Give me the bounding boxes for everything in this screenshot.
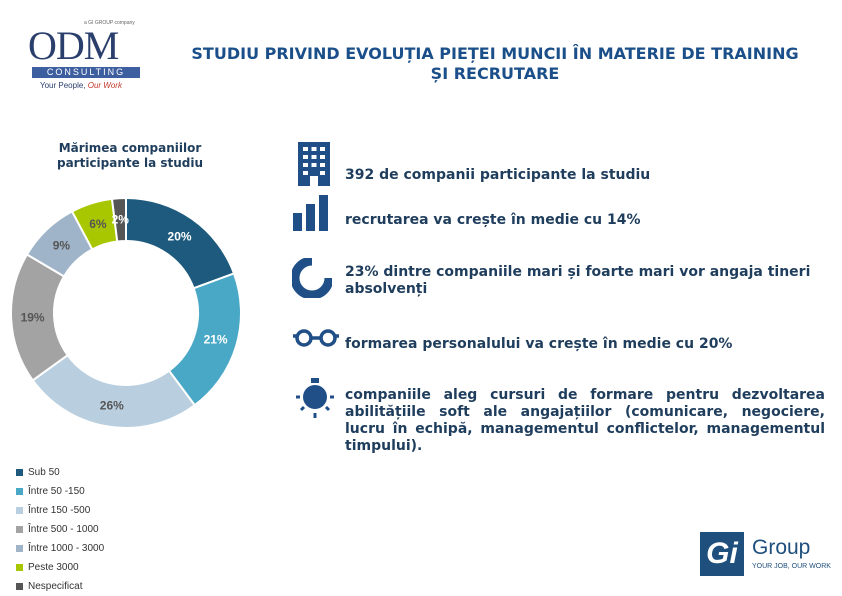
donut-slice xyxy=(110,196,127,243)
fact-text: 23% dintre companiile mari și foarte mar… xyxy=(345,264,811,297)
legend-label: Peste 3000 xyxy=(28,562,79,573)
building-icon xyxy=(296,142,332,188)
donut-slice xyxy=(31,353,197,429)
legend-label: Între 50 -150 xyxy=(28,486,85,497)
slice-data-label: 26% xyxy=(100,398,124,412)
gi-logo-name: Group xyxy=(752,536,811,559)
legend-item: Sub 50 xyxy=(16,463,216,482)
slice-data-label: 9% xyxy=(53,238,71,252)
glasses-icon xyxy=(293,328,339,348)
legend-item: Între 50 -150 xyxy=(16,482,216,501)
fact-text: formarea personalului va crește în medie… xyxy=(345,336,733,352)
fact-text: 392 de companii participante la studiu xyxy=(345,167,651,183)
legend-swatch xyxy=(16,564,23,571)
legend-swatch xyxy=(16,583,23,590)
legend-swatch xyxy=(16,469,23,476)
legend-item: Peste 3000 xyxy=(16,558,216,577)
partial-ring-icon xyxy=(290,256,334,300)
legend-label: Nespecificat xyxy=(28,581,83,592)
lightbulb-icon xyxy=(292,376,338,420)
logo-subtitle: a GI GROUP company xyxy=(84,20,135,26)
slice-data-label: 6% xyxy=(89,217,107,231)
legend-label: Sub 50 xyxy=(28,467,60,478)
page-title: STUDIU PRIVIND EVOLUȚIA PIEȚEI MUNCII ÎN… xyxy=(191,44,799,83)
donut-chart: 20% 21% 26% 19% 9% 6% 2% xyxy=(10,196,242,429)
gi-logo-mark: Gi xyxy=(700,532,744,576)
legend-item: Între 150 -500 xyxy=(16,501,216,520)
logo-wordmark: ODM xyxy=(28,23,119,68)
gi-logo-tagline: YOUR JOB, OUR WORK xyxy=(752,563,831,570)
slice-data-label: 21% xyxy=(204,333,228,347)
legend-item: Între 500 - 1000 xyxy=(16,520,216,539)
slice-data-label: 19% xyxy=(21,310,45,324)
legend-swatch xyxy=(16,488,23,495)
legend-swatch xyxy=(16,507,23,514)
odm-consulting-logo: a GI GROUP company ODM CONSULTING Your P… xyxy=(26,20,146,92)
legend-label: Între 500 - 1000 xyxy=(28,524,99,535)
legend-item: Între 1000 - 3000 xyxy=(16,539,216,558)
logo-tagline: Your People, Our Work xyxy=(40,81,122,90)
legend-label: Între 1000 - 3000 xyxy=(28,543,105,554)
legend-label: Între 150 -500 xyxy=(28,505,91,516)
fact-text: recrutarea va crește în medie cu 14% xyxy=(345,212,641,228)
fact-text: companiile aleg cursuri de formare pentr… xyxy=(345,387,825,454)
bar-chart-icon xyxy=(292,195,330,233)
chart-title: Mărimea companiilor participante la stud… xyxy=(56,141,204,170)
chart-legend: Sub 50 Între 50 -150 Între 150 -500 Între 5… xyxy=(16,463,216,596)
legend-swatch xyxy=(16,545,23,552)
legend-item: Nespecificat xyxy=(16,577,216,596)
legend-swatch xyxy=(16,526,23,533)
gi-group-logo: Gi Group YOUR JOB, OUR WORK xyxy=(698,528,832,578)
logo-consulting-band: CONSULTING xyxy=(32,67,140,78)
slice-data-label: 2% xyxy=(112,213,130,227)
slice-data-label: 20% xyxy=(168,229,192,243)
